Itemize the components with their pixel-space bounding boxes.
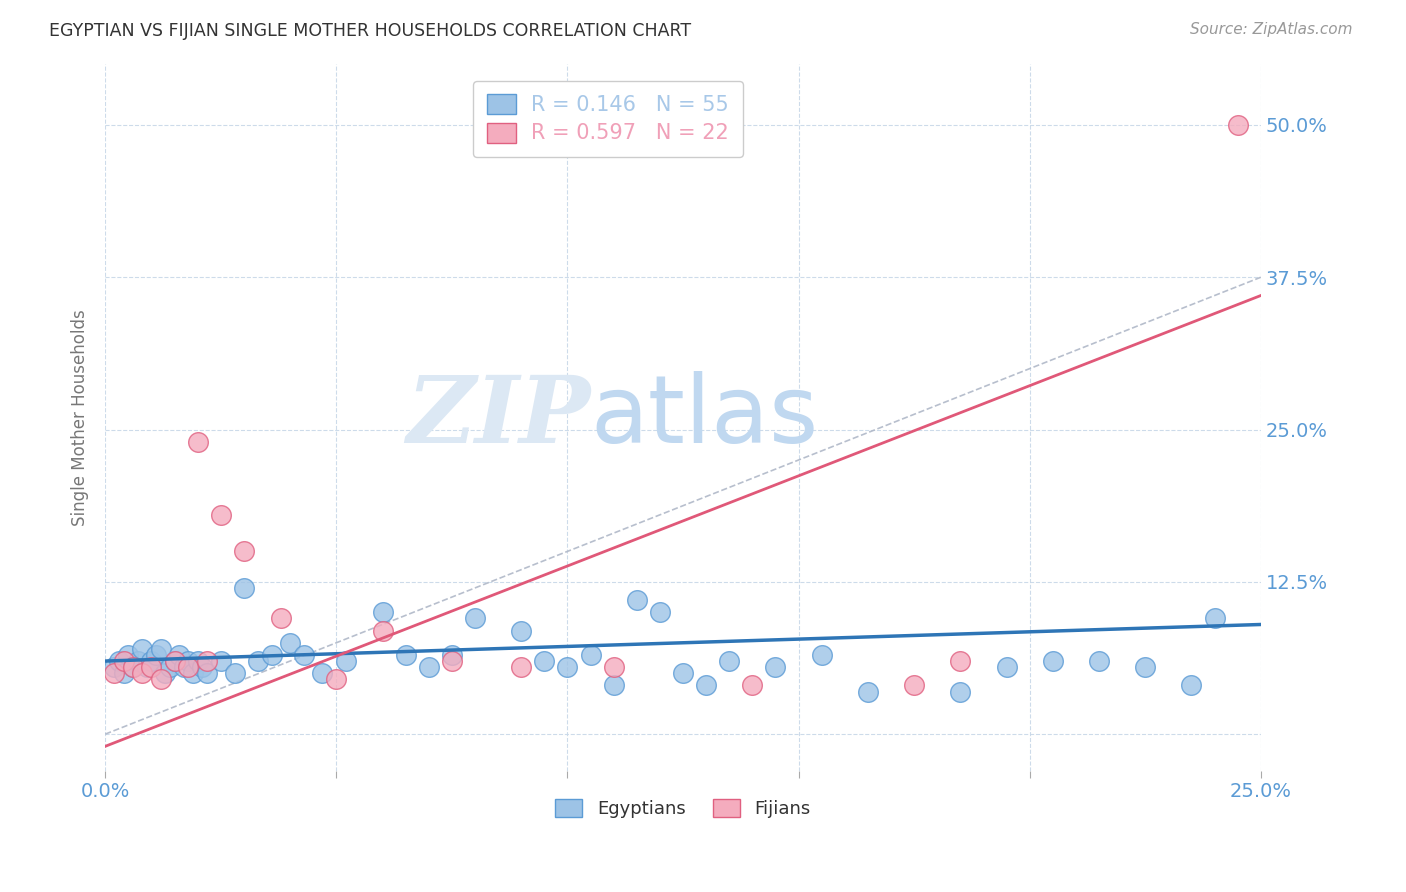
Point: [557, 660, 579, 674]
Point: [464, 611, 486, 625]
Point: [602, 678, 624, 692]
Point: [278, 636, 301, 650]
Point: [440, 648, 463, 662]
Point: [195, 666, 218, 681]
Point: [149, 641, 172, 656]
Point: [292, 648, 315, 662]
Point: [187, 654, 209, 668]
Point: [718, 654, 741, 668]
Point: [224, 666, 246, 681]
Point: [103, 660, 125, 674]
Point: [741, 678, 763, 692]
Point: [112, 666, 135, 681]
Point: [103, 666, 125, 681]
Point: [1180, 678, 1202, 692]
Y-axis label: Single Mother Households: Single Mother Households: [72, 309, 89, 525]
Point: [246, 654, 269, 668]
Point: [949, 684, 972, 698]
Point: [1088, 654, 1111, 668]
Point: [145, 648, 167, 662]
Point: [155, 666, 177, 681]
Point: [135, 660, 157, 674]
Point: [127, 654, 149, 668]
Point: [325, 673, 347, 687]
Point: [191, 660, 214, 674]
Point: [187, 434, 209, 449]
Point: [159, 660, 181, 674]
Point: [672, 666, 695, 681]
Point: [949, 654, 972, 668]
Point: [122, 660, 145, 674]
Point: [533, 654, 555, 668]
Point: [371, 624, 394, 638]
Point: [232, 581, 254, 595]
Point: [626, 593, 648, 607]
Point: [648, 605, 671, 619]
Point: [167, 648, 190, 662]
Point: [209, 508, 232, 522]
Text: Source: ZipAtlas.com: Source: ZipAtlas.com: [1189, 22, 1353, 37]
Point: [112, 654, 135, 668]
Point: [173, 660, 195, 674]
Point: [335, 654, 357, 668]
Point: [163, 654, 186, 668]
Point: [311, 666, 333, 681]
Point: [1204, 611, 1226, 625]
Point: [163, 654, 186, 668]
Point: [209, 654, 232, 668]
Point: [181, 666, 204, 681]
Point: [903, 678, 925, 692]
Point: [510, 624, 533, 638]
Point: [177, 654, 200, 668]
Point: [260, 648, 283, 662]
Point: [232, 544, 254, 558]
Point: [195, 654, 218, 668]
Point: [856, 684, 879, 698]
Point: [108, 654, 131, 668]
Text: EGYPTIAN VS FIJIAN SINGLE MOTHER HOUSEHOLDS CORRELATION CHART: EGYPTIAN VS FIJIAN SINGLE MOTHER HOUSEHO…: [49, 22, 692, 40]
Point: [177, 660, 200, 674]
Point: [122, 660, 145, 674]
Point: [765, 660, 787, 674]
Text: ZIP: ZIP: [406, 372, 591, 462]
Point: [579, 648, 602, 662]
Point: [1042, 654, 1064, 668]
Point: [141, 660, 163, 674]
Point: [131, 666, 153, 681]
Point: [1226, 118, 1249, 132]
Text: atlas: atlas: [591, 371, 818, 463]
Point: [270, 611, 292, 625]
Point: [695, 678, 717, 692]
Point: [810, 648, 832, 662]
Point: [149, 673, 172, 687]
Point: [995, 660, 1018, 674]
Point: [141, 654, 163, 668]
Point: [117, 648, 139, 662]
Point: [131, 641, 153, 656]
Point: [418, 660, 440, 674]
Point: [371, 605, 394, 619]
Legend: Egyptians, Fijians: Egyptians, Fijians: [548, 791, 818, 825]
Point: [395, 648, 418, 662]
Point: [1135, 660, 1157, 674]
Point: [602, 660, 624, 674]
Point: [510, 660, 533, 674]
Point: [440, 654, 463, 668]
